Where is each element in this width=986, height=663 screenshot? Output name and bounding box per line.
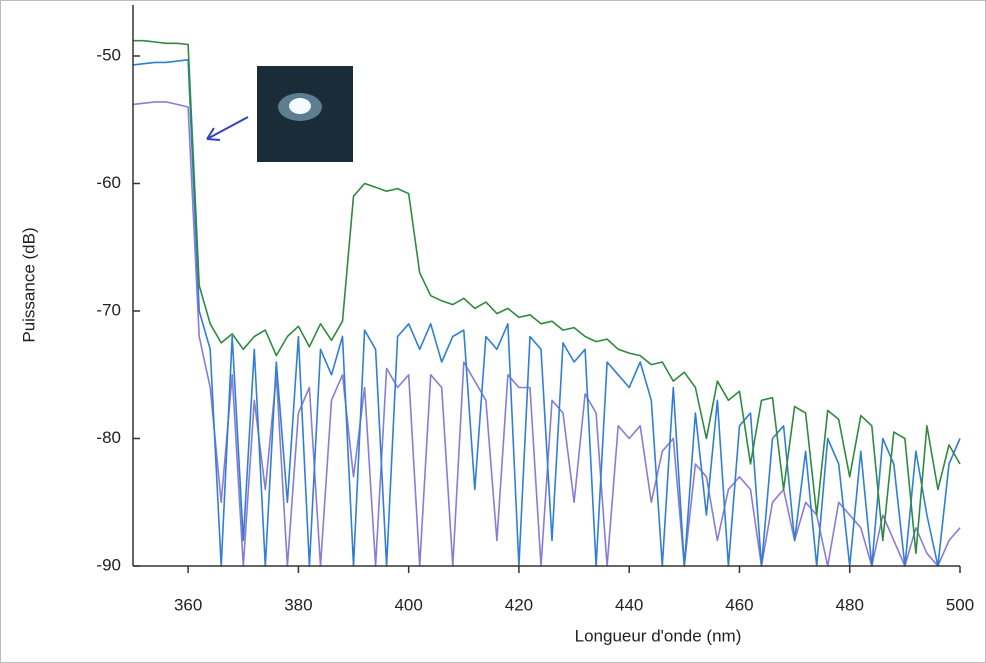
x-tick-label: 380 (284, 595, 312, 614)
x-tick-label: 500 (946, 595, 974, 614)
arrow-head (206, 127, 221, 141)
x-tick-label: 460 (725, 595, 753, 614)
y-tick-label: -50 (96, 45, 121, 64)
y-axis-label: Puissance (dB) (19, 227, 38, 342)
inset-spot (289, 98, 311, 114)
y-tick-label: -80 (96, 428, 121, 447)
series-line (133, 39, 961, 555)
y-tick-label: -90 (96, 555, 121, 574)
y-tick-label: -70 (96, 300, 121, 319)
x-tick-label: 400 (394, 595, 422, 614)
x-tick-label: 360 (174, 595, 202, 614)
x-axis-label: Longueur d'onde (nm) (575, 626, 742, 645)
x-tick-label: 420 (505, 595, 533, 614)
inset (206, 66, 353, 162)
x-tick-label: 440 (615, 595, 643, 614)
series-line (132, 59, 961, 567)
series-line (132, 101, 961, 567)
y-tick-label: -60 (96, 173, 121, 192)
x-tick-label: 480 (836, 595, 864, 614)
arrow (206, 116, 249, 140)
